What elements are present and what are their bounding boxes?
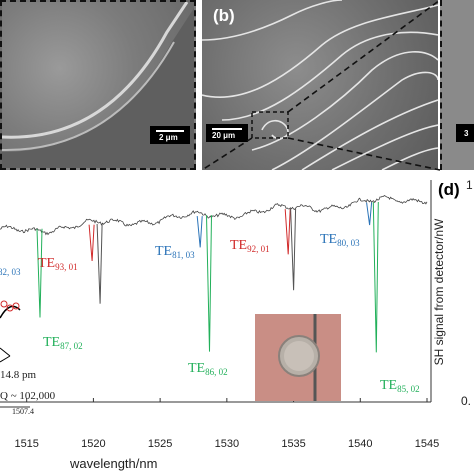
resonance-dip-8: [372, 201, 379, 353]
panel-label-b: (b): [213, 6, 235, 25]
mode-label-te-85-02: TE85, 02: [380, 378, 420, 394]
sem-image-waveguides: (b) 20 μm: [202, 0, 438, 170]
right-axis-label: SH signal from detector/nW: [432, 218, 446, 366]
microdisk-inset-drawing: [278, 314, 320, 401]
x-tick-label-1535: 1535: [281, 438, 306, 450]
right-axis-bottom-tick: 0.: [461, 394, 472, 408]
zoom-resonance-sketch: [0, 300, 30, 408]
mode-label-te-92-01: TE92, 01: [230, 238, 270, 254]
waveguide-loops-drawing: [202, 0, 438, 170]
x-tick-label-1545: 1545: [414, 438, 440, 450]
zoom-axis-tick: 1507.4: [12, 407, 34, 416]
x-tick-label-1520: 1520: [81, 438, 106, 450]
x-axis-label: wavelength/nm: [70, 456, 158, 471]
disk-edge-drawing: [2, 2, 194, 168]
mode-label-te-81-03: TE81, 03: [155, 244, 195, 260]
resonance-dip-1: [88, 224, 95, 262]
resonance-dip-4: [206, 215, 212, 352]
x-tick-label-1515: 1515: [14, 438, 39, 450]
sem-image-right: 3: [440, 0, 474, 170]
x-tick-label-1540: 1540: [348, 438, 373, 450]
mode-label-te-82-03: 82, 03: [0, 267, 21, 277]
scale-bar-right: 3: [456, 124, 474, 142]
linewidth-label: 14.8 pm: [0, 369, 37, 381]
resonance-dip-5: [284, 209, 291, 255]
spectrum-baseline: [0, 195, 428, 236]
resonance-dip-7: [366, 202, 373, 226]
right-axis-top-tick: 1: [466, 178, 473, 192]
resonance-dip-2: [96, 223, 103, 304]
x-tick-label-1530: 1530: [214, 438, 240, 450]
resonance-dip-6: [290, 208, 297, 291]
scale-label-mid: 20 μm: [212, 131, 236, 140]
scale-bar-left: 2 μm: [150, 126, 190, 144]
resonance-dip-3: [196, 216, 203, 248]
transmission-spectrum-chart: [0, 180, 432, 408]
panel-label-d: (d): [438, 180, 460, 199]
x-tick-label-1525: 1525: [147, 438, 173, 450]
mode-label-te-86-02: TE86, 02: [188, 361, 228, 377]
mode-label-te-93-01: TE93, 01: [38, 256, 78, 272]
scale-bar-mid: 20 μm: [206, 124, 248, 142]
mode-label-te-87-02: TE87, 02: [43, 335, 83, 351]
mode-label-te-80-03: TE80, 03: [320, 232, 360, 248]
resonance-dip-0: [36, 228, 43, 318]
scale-label-left: 2 μm: [159, 133, 178, 142]
scale-label-right: 3: [464, 129, 469, 138]
microscope-inset-image: [255, 314, 341, 401]
sem-image-disk-closeup: 2 μm: [0, 0, 196, 170]
q-factor-label: Q ~ 102,000: [0, 390, 56, 402]
